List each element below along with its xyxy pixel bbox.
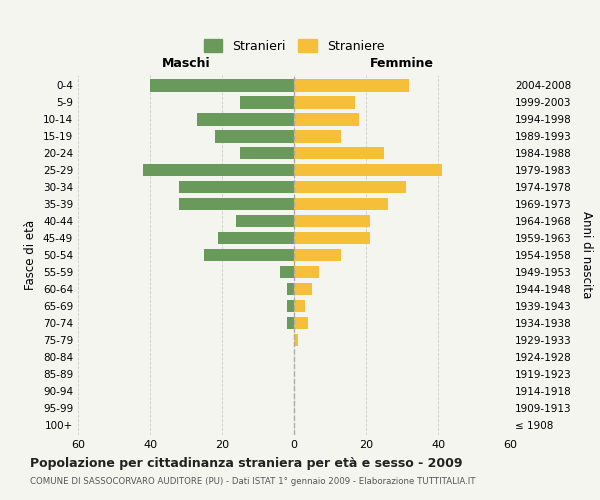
Y-axis label: Anni di nascita: Anni di nascita [580, 212, 593, 298]
Bar [294, 266, 319, 278]
Text: Maschi: Maschi [161, 57, 211, 70]
Y-axis label: Fasce di età: Fasce di età [25, 220, 37, 290]
Text: COMUNE DI SASSOCORVARO AUDITORE (PU) - Dati ISTAT 1° gennaio 2009 - Elaborazione: COMUNE DI SASSOCORVARO AUDITORE (PU) - D… [30, 478, 476, 486]
Bar [287, 300, 294, 312]
Bar [294, 316, 308, 330]
Text: Femmine: Femmine [370, 57, 434, 70]
Bar [294, 113, 359, 126]
Bar [294, 146, 384, 160]
Bar [294, 214, 370, 228]
Bar [240, 96, 294, 108]
Bar [294, 198, 388, 210]
Bar [294, 300, 305, 312]
Bar [179, 198, 294, 210]
Bar [197, 113, 294, 126]
Bar [218, 232, 294, 244]
Bar [294, 282, 312, 296]
Bar [240, 146, 294, 160]
Bar [204, 248, 294, 262]
Bar [179, 180, 294, 194]
Bar [294, 180, 406, 194]
Bar [215, 130, 294, 142]
Bar [294, 96, 355, 108]
Bar [150, 79, 294, 92]
Bar [294, 79, 409, 92]
Text: Popolazione per cittadinanza straniera per età e sesso - 2009: Popolazione per cittadinanza straniera p… [30, 458, 463, 470]
Bar [294, 130, 341, 142]
Bar [280, 266, 294, 278]
Bar [287, 316, 294, 330]
Bar [294, 248, 341, 262]
Bar [236, 214, 294, 228]
Bar [294, 232, 370, 244]
Bar [294, 334, 298, 346]
Bar [143, 164, 294, 176]
Bar [294, 164, 442, 176]
Bar [287, 282, 294, 296]
Legend: Stranieri, Straniere: Stranieri, Straniere [199, 34, 389, 58]
